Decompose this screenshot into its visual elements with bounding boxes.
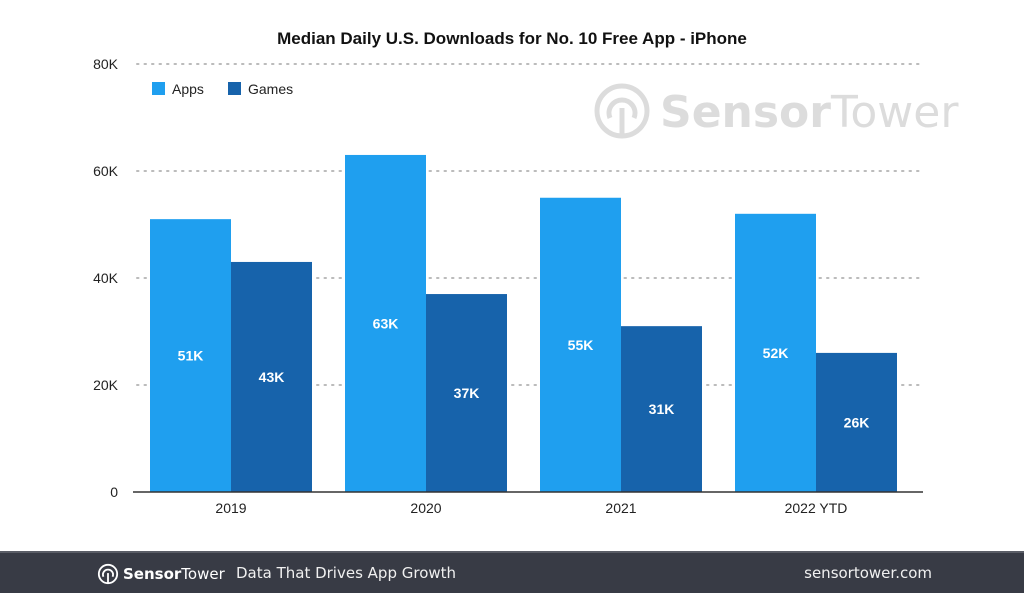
legend-swatch-games: [228, 82, 241, 95]
watermark-logo: SensorTower: [594, 83, 959, 139]
footer-url[interactable]: sensortower.com: [804, 564, 932, 582]
bar-apps-2019: [150, 219, 231, 492]
legend: Apps Games: [152, 81, 293, 97]
bar-chart: Median Daily U.S. Downloads for No. 10 F…: [93, 29, 959, 516]
bar-games-2019: [231, 261, 312, 492]
x-axis: 2019 2020 2021 2022 YTD: [215, 500, 847, 516]
legend-label-apps: Apps: [172, 81, 204, 97]
footer-bar: Sensor Tower Data That Drives App Growth …: [0, 551, 1024, 593]
x-tick-label: 2021: [605, 500, 636, 516]
data-label: 55K: [568, 337, 594, 353]
bar-games-2022-ytd: [816, 352, 897, 492]
sensortower-icon: [594, 83, 650, 139]
data-label: 52K: [763, 345, 789, 361]
sensortower-icon: [97, 563, 119, 585]
bar-apps-2020: [345, 154, 426, 492]
data-label: 31K: [649, 401, 675, 417]
chart-title: Median Daily U.S. Downloads for No. 10 F…: [277, 29, 747, 48]
data-label: 51K: [178, 348, 204, 364]
data-label: 63K: [373, 315, 399, 331]
data-label: 37K: [454, 385, 480, 401]
bar-games-2021: [621, 326, 702, 492]
bar-apps-2021: [540, 197, 621, 492]
y-tick-label: 60K: [93, 163, 119, 179]
legend-label-games: Games: [248, 81, 293, 97]
data-label: 26K: [844, 414, 870, 430]
y-tick-label: 40K: [93, 270, 119, 286]
footer-brand-light: Tower: [181, 565, 225, 583]
data-label: 43K: [259, 369, 285, 385]
y-tick-label: 80K: [93, 56, 119, 72]
x-tick-label: 2020: [410, 500, 441, 516]
x-tick-label: 2022 YTD: [785, 500, 848, 516]
footer-logo[interactable]: Sensor Tower: [97, 563, 225, 585]
bar-games-2020: [426, 294, 507, 492]
footer-brand-bold: Sensor: [123, 565, 182, 583]
legend-swatch-apps: [152, 82, 165, 95]
x-tick-label: 2019: [215, 500, 246, 516]
y-tick-label: 0: [110, 484, 118, 500]
footer-tagline: Data That Drives App Growth: [236, 564, 457, 582]
bar-apps-2022-ytd: [735, 213, 816, 493]
bars: 51K 43K 63K 37K 55K 31K 52K 26K: [150, 154, 897, 493]
y-tick-label: 20K: [93, 377, 119, 393]
watermark-text: SensorTower: [660, 87, 959, 138]
y-axis: 0 20K 40K 60K 80K: [93, 56, 119, 500]
